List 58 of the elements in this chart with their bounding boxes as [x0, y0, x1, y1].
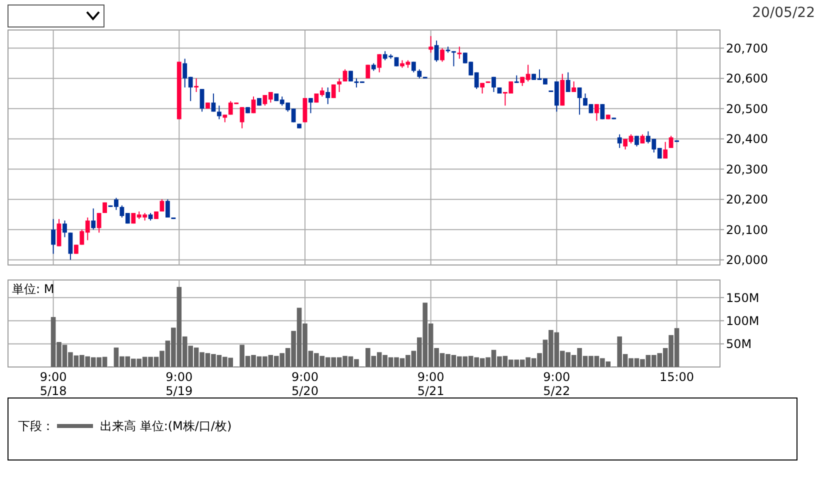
candlestick: [74, 244, 78, 254]
candlestick: [566, 72, 570, 92]
x-tick-label: 9:00 5/19: [166, 370, 193, 398]
y-tick-label: 150M: [726, 290, 760, 305]
candlestick: [68, 232, 73, 260]
candlestick: [492, 76, 496, 92]
candlestick: [640, 134, 645, 144]
x-tick-label: 9:00 5/21: [417, 370, 444, 398]
candlestick: [394, 56, 399, 67]
legend-title: 下段：: [18, 419, 54, 433]
y-tick-label: 100M: [726, 314, 760, 328]
x-tick-label: 9:00 5/20: [292, 370, 318, 398]
candlestick: [160, 198, 164, 212]
candlestick: [240, 106, 244, 129]
candlestick: [377, 54, 382, 73]
candlestick: [577, 86, 582, 116]
y-axis-title: 単位: M: [12, 282, 54, 296]
legend-label: 出来高 単位:(M株/口/枚): [100, 419, 232, 433]
text: 20/05/22: [752, 5, 815, 21]
x-tick-label: 15:00: [659, 370, 694, 384]
candlestick: [91, 208, 96, 230]
y-tick-label: 50M: [726, 337, 752, 352]
candlestick: [668, 135, 674, 148]
x-tick-label: 9:00 5/22: [543, 370, 570, 398]
y-tick-label: 20,300: [726, 162, 768, 176]
y-tick-label: 20,200: [726, 192, 768, 207]
candlestick: [417, 68, 422, 79]
candlestick: [663, 141, 668, 160]
y-tick-label: 20,100: [726, 222, 768, 237]
candlestick: [308, 98, 313, 114]
candlestick: [251, 96, 256, 114]
y-tick-label: 20,600: [726, 72, 768, 86]
y-tick-label: 20,000: [726, 253, 768, 268]
candlestick: [56, 218, 62, 247]
candlestick: [211, 93, 216, 112]
y-tick-label: 20,400: [726, 132, 768, 146]
y-tick-label: 20,700: [726, 41, 768, 56]
candlestick: [617, 134, 622, 148]
candlestick: [326, 86, 330, 105]
candlestick: [594, 104, 599, 122]
candlestick: [216, 105, 222, 120]
candlestick: [337, 78, 342, 92]
candlestick: [452, 50, 456, 67]
candlestick: [428, 36, 434, 54]
candlestick: [194, 78, 198, 92]
candlestick: [96, 212, 102, 234]
candlestick: [200, 88, 204, 112]
candlestick: [457, 46, 462, 60]
candlestick: [166, 198, 170, 218]
x-tick-label: 9:00 5/18: [40, 370, 67, 398]
y-tick-label: 20,500: [726, 102, 768, 116]
candlestick: [51, 218, 56, 254]
candlestick: [62, 220, 67, 238]
candlestick: [600, 104, 605, 120]
candlestick: [434, 40, 439, 62]
candlestick: [342, 68, 348, 82]
candlestick: [440, 48, 444, 62]
candlestick: [366, 64, 370, 79]
